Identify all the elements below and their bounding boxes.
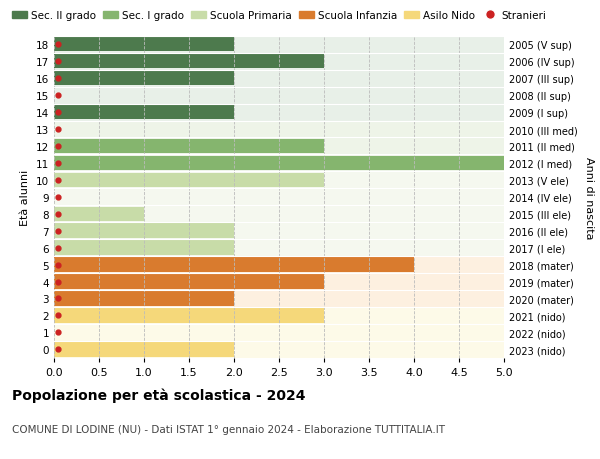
- Bar: [54, 121, 504, 138]
- Bar: [54, 189, 504, 206]
- Bar: [54, 342, 234, 357]
- Bar: [54, 308, 324, 323]
- Text: Popolazione per età scolastica - 2024: Popolazione per età scolastica - 2024: [12, 388, 305, 403]
- Bar: [54, 71, 504, 88]
- Bar: [54, 172, 504, 189]
- Bar: [54, 258, 414, 272]
- Legend: Sec. II grado, Sec. I grado, Scuola Primaria, Scuola Infanzia, Asilo Nido, Stran: Sec. II grado, Sec. I grado, Scuola Prim…: [8, 7, 550, 25]
- Bar: [54, 224, 234, 238]
- Bar: [54, 55, 324, 69]
- Bar: [54, 241, 234, 255]
- Bar: [54, 291, 504, 307]
- Y-axis label: Età alunni: Età alunni: [20, 169, 31, 225]
- Bar: [54, 138, 504, 155]
- Bar: [54, 291, 234, 306]
- Bar: [54, 140, 324, 154]
- Bar: [54, 106, 234, 120]
- Y-axis label: Anni di nascita: Anni di nascita: [584, 156, 594, 239]
- Bar: [54, 324, 504, 341]
- Bar: [54, 38, 234, 52]
- Bar: [54, 37, 504, 54]
- Bar: [54, 207, 144, 221]
- Bar: [54, 72, 234, 86]
- Bar: [54, 240, 504, 257]
- Bar: [54, 275, 324, 289]
- Bar: [54, 223, 504, 240]
- Bar: [54, 157, 504, 171]
- Bar: [54, 104, 504, 121]
- Bar: [54, 257, 504, 274]
- Bar: [54, 173, 324, 188]
- Bar: [54, 155, 504, 172]
- Bar: [54, 88, 504, 104]
- Bar: [54, 274, 504, 291]
- Bar: [54, 341, 504, 358]
- Bar: [54, 307, 504, 324]
- Text: COMUNE DI LODINE (NU) - Dati ISTAT 1° gennaio 2024 - Elaborazione TUTTITALIA.IT: COMUNE DI LODINE (NU) - Dati ISTAT 1° ge…: [12, 425, 445, 435]
- Bar: [54, 206, 504, 223]
- Bar: [54, 54, 504, 71]
